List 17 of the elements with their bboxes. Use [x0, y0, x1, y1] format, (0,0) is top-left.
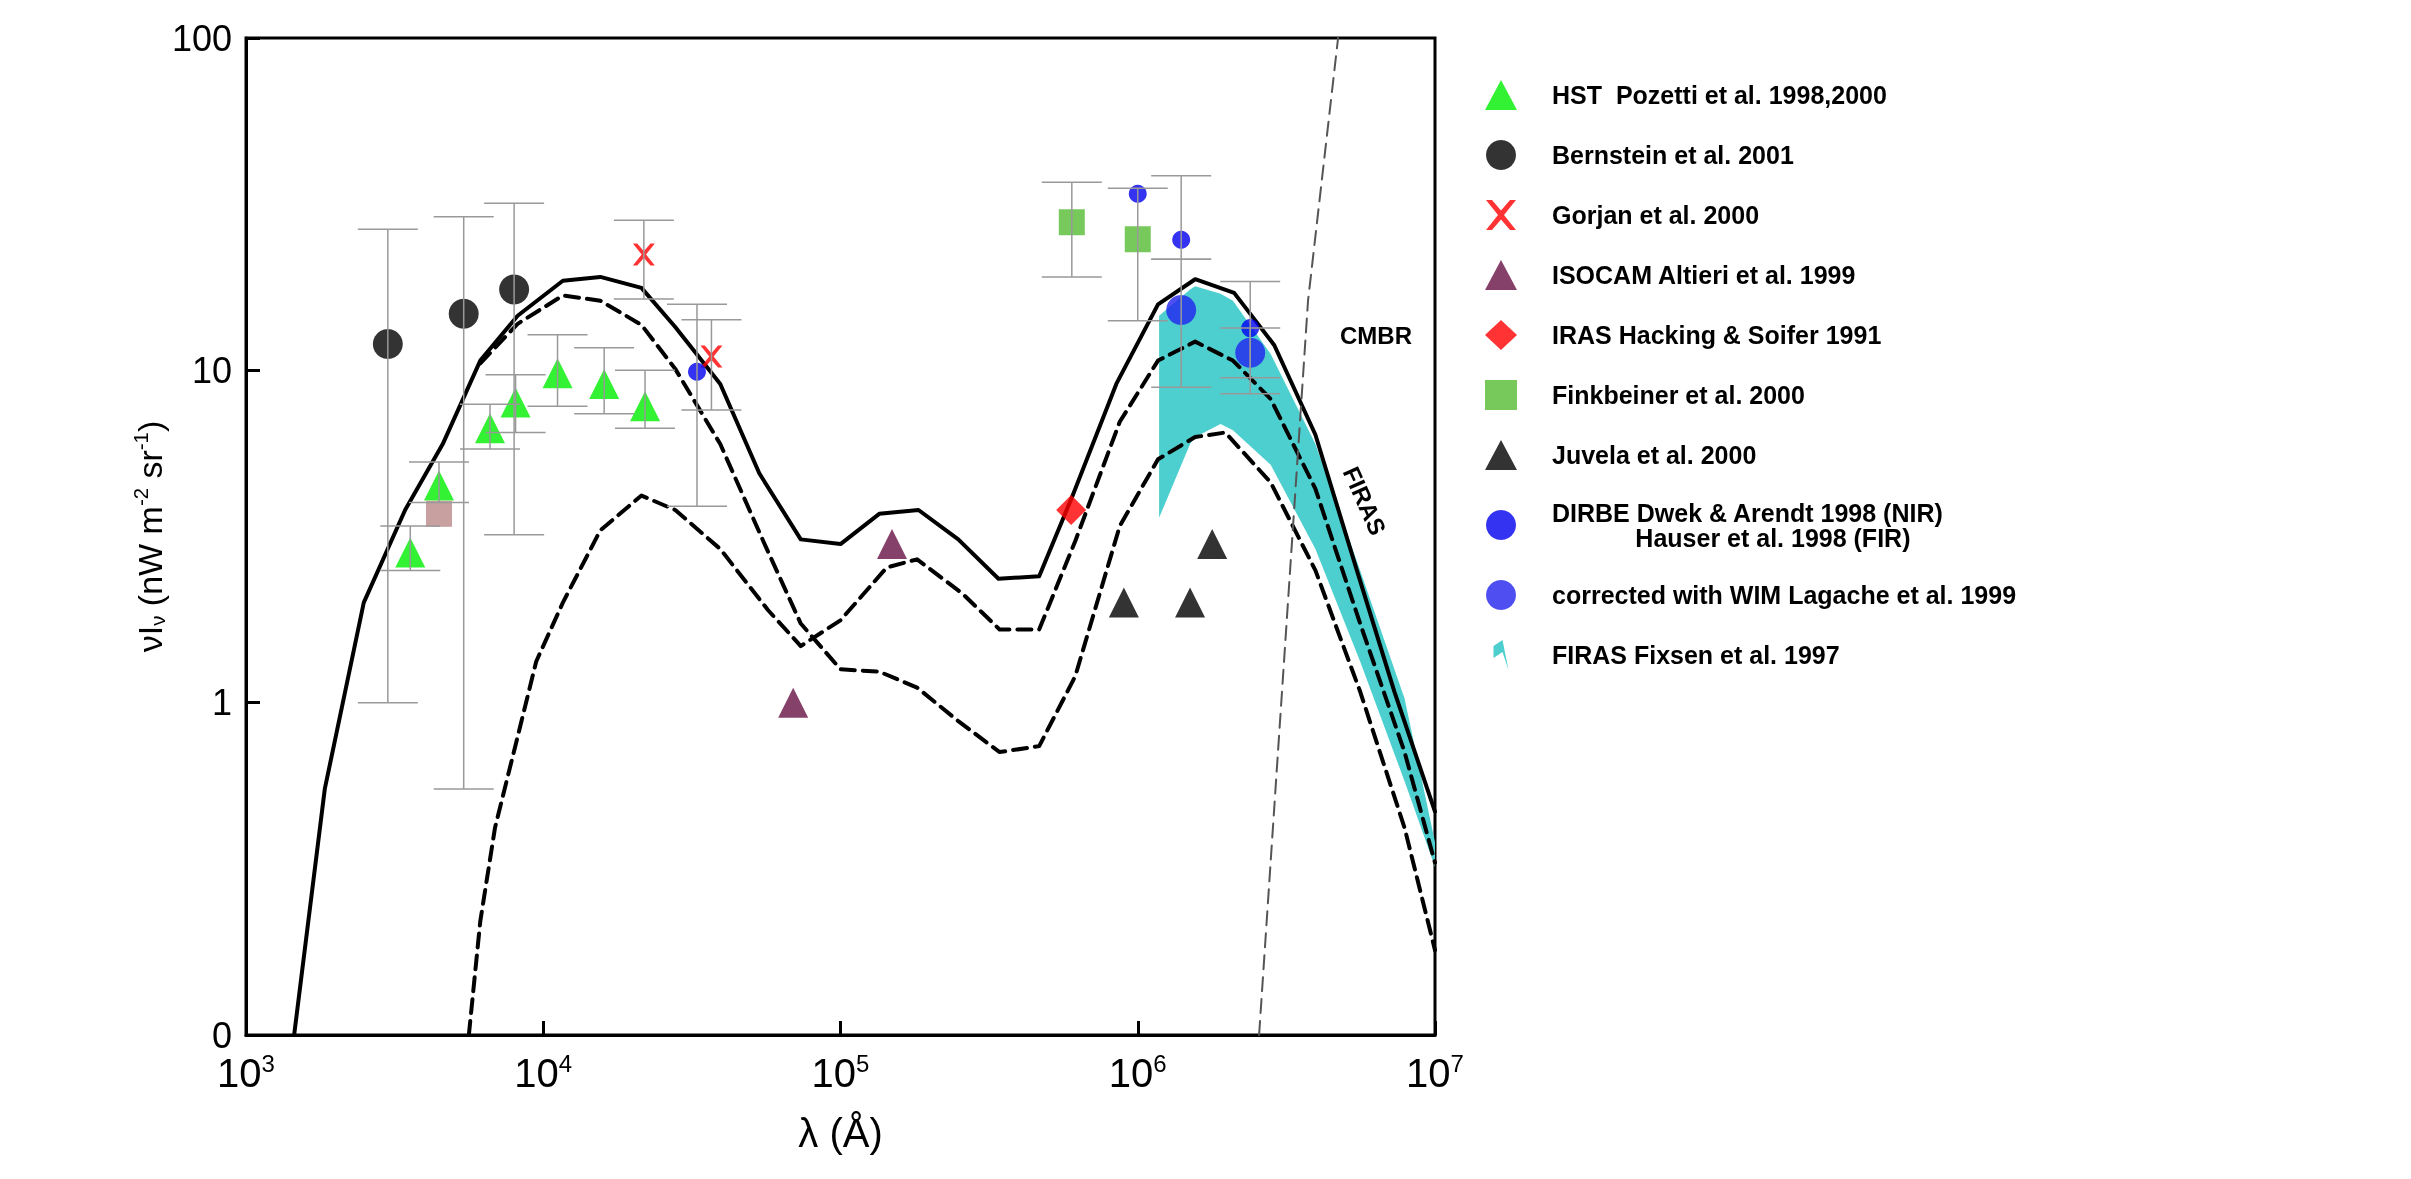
legend-label: Gorjan et al. 2000: [1552, 201, 1760, 229]
y-tick-label: 10: [191, 349, 232, 391]
legend-label: HST Pozetti et al. 1998,2000: [1552, 81, 1887, 109]
y-tick-label: 100: [171, 17, 232, 59]
legend-label: ISOCAM Altieri et al. 1999: [1552, 261, 1856, 289]
legend-label: DIRBE Dwek & Arendt 1998 (NIR) Hauser et al. 1998 (FIR): [1552, 498, 1943, 552]
annotation: CMBR: [1340, 321, 1412, 349]
legend-label: corrected with WIM Lagache et al. 1999: [1552, 581, 2017, 609]
legend-label: Juvela et al. 2000: [1552, 441, 1757, 469]
y-tick-label: 1: [211, 682, 232, 724]
legend-label: Bernstein et al. 2001: [1552, 141, 1794, 169]
legend-label: Finkbeiner et al. 2000: [1552, 381, 1805, 409]
y-tick-label: 0: [211, 1014, 232, 1056]
legend-label: IRAS Hacking & Soifer 1991: [1552, 321, 1882, 349]
legend-label: FIRAS Fixsen et al. 1997: [1552, 641, 1840, 669]
y-axis-title: νIν (nW m-2 sr-1): [130, 420, 170, 653]
x-axis-title: λ (Å): [798, 1111, 883, 1155]
